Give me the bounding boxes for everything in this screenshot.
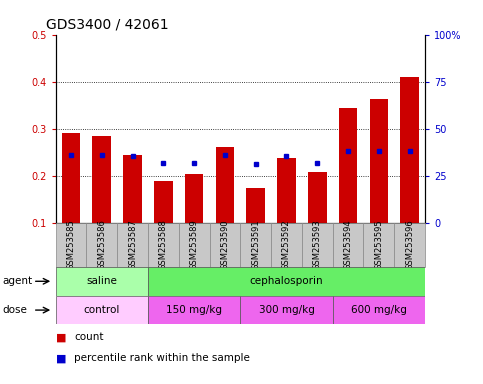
Text: count: count bbox=[74, 332, 103, 342]
Text: GSM253586: GSM253586 bbox=[97, 219, 106, 270]
Bar bbox=[394, 223, 425, 267]
Text: GSM253593: GSM253593 bbox=[313, 219, 322, 270]
Bar bbox=[364, 223, 394, 267]
Bar bbox=[185, 174, 203, 223]
Bar bbox=[333, 223, 364, 267]
Text: 150 mg/kg: 150 mg/kg bbox=[166, 305, 222, 315]
Bar bbox=[240, 223, 271, 267]
Bar bbox=[117, 223, 148, 267]
Bar bbox=[308, 172, 327, 223]
Text: percentile rank within the sample: percentile rank within the sample bbox=[74, 353, 250, 363]
Bar bbox=[123, 154, 142, 223]
Bar bbox=[246, 189, 265, 223]
Bar bbox=[92, 136, 111, 223]
Bar bbox=[62, 133, 80, 223]
Text: saline: saline bbox=[86, 276, 117, 286]
Text: GSM253587: GSM253587 bbox=[128, 219, 137, 270]
Bar bbox=[148, 223, 179, 267]
Bar bbox=[210, 223, 240, 267]
Bar bbox=[400, 77, 419, 223]
Bar bbox=[56, 223, 86, 267]
Text: 300 mg/kg: 300 mg/kg bbox=[258, 305, 314, 315]
Text: GSM253591: GSM253591 bbox=[251, 220, 260, 270]
Text: GSM253589: GSM253589 bbox=[190, 219, 199, 270]
Text: GSM253590: GSM253590 bbox=[220, 220, 229, 270]
Bar bbox=[302, 223, 333, 267]
Bar bbox=[86, 223, 117, 267]
Bar bbox=[271, 223, 302, 267]
Bar bbox=[241, 296, 333, 324]
Bar bbox=[333, 296, 425, 324]
Text: GSM253588: GSM253588 bbox=[159, 219, 168, 270]
Bar bbox=[148, 296, 241, 324]
Bar bbox=[339, 108, 357, 223]
Bar bbox=[148, 267, 425, 296]
Text: 600 mg/kg: 600 mg/kg bbox=[351, 305, 407, 315]
Text: ■: ■ bbox=[56, 332, 66, 342]
Text: GSM253594: GSM253594 bbox=[343, 220, 353, 270]
Text: agent: agent bbox=[2, 276, 32, 286]
Text: cephalosporin: cephalosporin bbox=[250, 276, 323, 286]
Bar bbox=[56, 296, 148, 324]
Text: GDS3400 / 42061: GDS3400 / 42061 bbox=[46, 17, 169, 31]
Text: GSM253595: GSM253595 bbox=[374, 220, 384, 270]
Bar bbox=[179, 223, 210, 267]
Bar bbox=[369, 99, 388, 223]
Text: dose: dose bbox=[2, 305, 28, 315]
Text: GSM253592: GSM253592 bbox=[282, 220, 291, 270]
Text: GSM253596: GSM253596 bbox=[405, 219, 414, 270]
Bar bbox=[56, 267, 148, 296]
Text: control: control bbox=[84, 305, 120, 315]
Bar bbox=[154, 181, 172, 223]
Text: ■: ■ bbox=[56, 353, 66, 363]
Text: GSM253585: GSM253585 bbox=[67, 219, 75, 270]
Bar bbox=[277, 158, 296, 223]
Bar bbox=[215, 147, 234, 223]
